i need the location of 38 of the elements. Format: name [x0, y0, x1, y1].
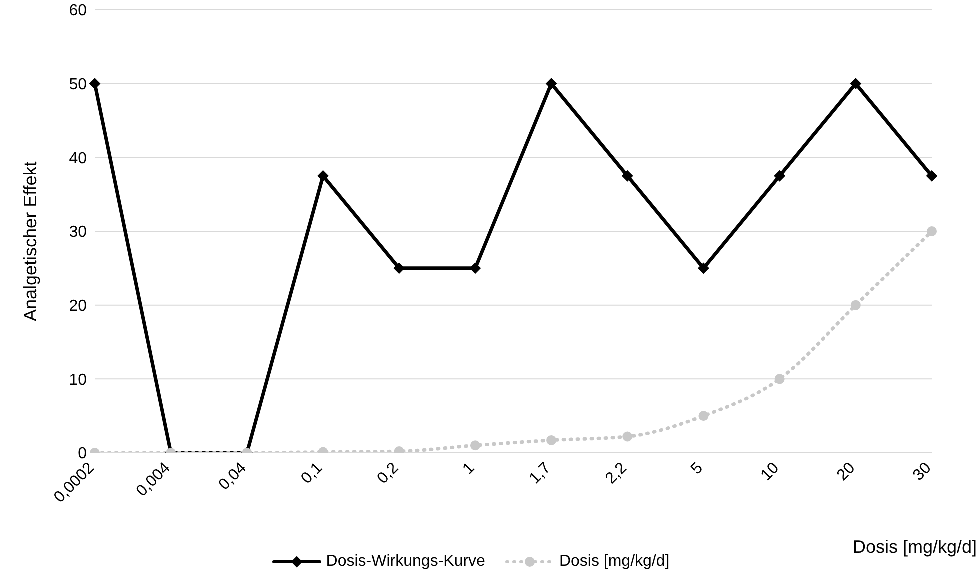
point — [698, 262, 710, 274]
point — [394, 262, 405, 274]
point — [850, 300, 861, 310]
x-tick-label: 20 — [834, 460, 859, 484]
y-tick-label: 60 — [69, 2, 88, 20]
x-axis-title: Dosis [mg/kg/d] — [852, 537, 977, 557]
x-tick-label: 1 — [460, 460, 478, 478]
y-tick-label: 50 — [69, 76, 88, 94]
point — [318, 170, 329, 182]
x-tick-label: 30 — [910, 460, 935, 484]
point — [470, 440, 480, 451]
x-tick-label: 5 — [688, 460, 707, 478]
y-tick-label: 10 — [69, 372, 88, 389]
point — [774, 374, 785, 384]
legend-label: Dosis [mg/kg/d] — [559, 553, 670, 571]
x-tick-label: 0,1 — [298, 460, 326, 488]
x-tick-label: 0,04 — [216, 460, 250, 494]
point — [90, 78, 100, 90]
y-tick-label: 30 — [69, 224, 88, 242]
point — [850, 78, 862, 90]
y-axis-title: Analgetischer Effekt — [20, 162, 40, 322]
point — [622, 170, 634, 182]
point — [926, 170, 938, 182]
point — [546, 78, 558, 90]
y-tick-label: 40 — [69, 150, 88, 168]
point — [698, 411, 709, 422]
x-tick-label: 1,7 — [526, 460, 554, 488]
x-tick-label: 10 — [758, 460, 783, 484]
point — [622, 432, 633, 442]
y-tick-label: 20 — [69, 298, 88, 316]
point — [546, 435, 557, 446]
y-tick-label: 0 — [78, 446, 88, 463]
point — [470, 262, 481, 274]
x-tick-label: 0,2 — [374, 460, 402, 488]
point — [774, 170, 786, 182]
x-tick-label: 2,2 — [602, 460, 631, 488]
legend-label: Dosis-Wirkungs-Kurve — [326, 553, 486, 571]
point — [927, 226, 937, 236]
